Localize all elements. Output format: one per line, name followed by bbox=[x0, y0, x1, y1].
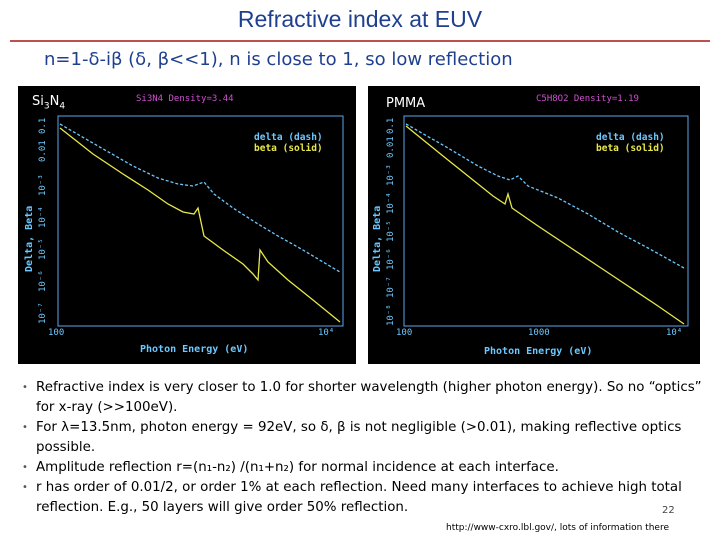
plot-frame bbox=[57, 115, 344, 327]
si3n4-plot: Si3N4 Si3N4 Density=3.44 delta (dash) be… bbox=[18, 86, 356, 364]
y-tick: 10⁻⁵ bbox=[386, 220, 396, 242]
x-tick: 1000 bbox=[528, 328, 550, 338]
x-tick: 100 bbox=[48, 328, 65, 338]
bullet-dot-icon: • bbox=[22, 422, 28, 433]
y-axis-label: Delta, Beta bbox=[372, 205, 383, 272]
bullet-item: • Amplitude reflection r=(n₁-n₂) /(n₁+n₂)… bbox=[18, 458, 708, 478]
beta-curve bbox=[59, 127, 341, 323]
plot-header: Si3N4 Density=3.44 bbox=[136, 94, 234, 104]
y-tick: 10⁻⁷ bbox=[386, 276, 396, 298]
x-tick: 10⁴ bbox=[318, 328, 335, 338]
delta-curve bbox=[405, 123, 685, 269]
material-label-si3n4: Si3N4 bbox=[32, 94, 66, 112]
y-tick: 10⁻⁶ bbox=[386, 248, 396, 270]
y-tick: 0.1 bbox=[38, 117, 48, 134]
pmma-plot-graphic bbox=[403, 115, 689, 327]
y-tick: 10⁻³ bbox=[386, 164, 396, 186]
material-label-pmma: PMMA bbox=[386, 96, 426, 111]
y-tick: 0.01 bbox=[386, 136, 396, 158]
bullet-dot-icon: • bbox=[22, 462, 28, 473]
y-axis-label: Delta, Beta bbox=[24, 205, 35, 272]
y-tick: 10⁻³ bbox=[38, 174, 48, 196]
legend-beta: beta (solid) bbox=[596, 143, 665, 154]
slide-title: Refractive index at EUV bbox=[237, 6, 483, 32]
plot-frame bbox=[403, 115, 689, 327]
page-number: 22 bbox=[662, 505, 675, 516]
y-tick: 0.1 bbox=[386, 117, 396, 134]
legend-delta: delta (dash) bbox=[254, 132, 323, 143]
y-tick: 10⁻⁸ bbox=[386, 304, 396, 326]
y-tick: 10⁻⁷ bbox=[38, 302, 48, 324]
bullet-item: • Refractive index is very closer to 1.0 … bbox=[22, 380, 702, 415]
si3n4-plot-graphic bbox=[57, 115, 344, 327]
slide-subtitle: n=1-δ-iβ (δ, β<<1), n is close to 1, so … bbox=[44, 49, 513, 70]
title-divider bbox=[10, 40, 710, 42]
plot-header: C5H8O2 Density=1.19 bbox=[536, 94, 639, 104]
bullet-item: • For λ=13.5nm, photon energy = 92eV, so … bbox=[22, 420, 682, 455]
footer-url: http://www-cxro.lbl.gov/, lots of inform… bbox=[446, 523, 669, 533]
plot-legend: delta (dash) beta (solid) bbox=[596, 132, 665, 154]
y-tick: 0.01 bbox=[38, 140, 48, 162]
legend-delta: delta (dash) bbox=[596, 132, 665, 143]
x-tick: 10⁴ bbox=[666, 328, 683, 338]
x-axis-label: Photon Energy (eV) bbox=[140, 344, 249, 355]
x-axis-label: Photon Energy (eV) bbox=[484, 346, 593, 357]
beta-curve bbox=[405, 125, 685, 325]
bullet-list: • Refractive index is very closer to 1.0 … bbox=[18, 378, 708, 518]
y-tick: 10⁻⁶ bbox=[38, 270, 48, 292]
y-tick: 10⁻⁵ bbox=[38, 238, 48, 260]
plot-legend: delta (dash) beta (solid) bbox=[254, 132, 323, 154]
legend-beta: beta (solid) bbox=[254, 143, 323, 154]
pmma-plot: PMMA C5H8O2 Density=1.19 delta (dash) be… bbox=[368, 86, 700, 364]
y-tick: 10⁻⁴ bbox=[386, 192, 396, 214]
bullet-dot-icon: • bbox=[22, 382, 28, 393]
x-tick: 100 bbox=[396, 328, 413, 338]
y-tick: 10⁻⁴ bbox=[38, 206, 48, 228]
bullet-item: • r has order of 0.01/2, or order 1% at e… bbox=[22, 480, 682, 515]
delta-curve bbox=[59, 123, 341, 273]
bullet-dot-icon: • bbox=[22, 482, 28, 493]
